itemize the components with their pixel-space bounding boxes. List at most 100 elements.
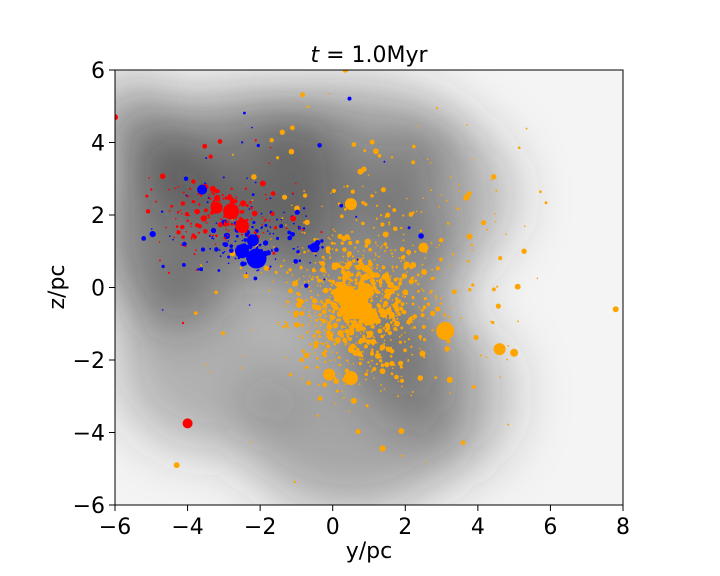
star-point-orange xyxy=(420,308,424,312)
star-point-blue xyxy=(347,96,352,101)
star-point-orange xyxy=(279,129,285,135)
star-point-blue xyxy=(356,258,359,261)
star-point-orange xyxy=(379,284,382,287)
star-point-orange xyxy=(408,212,414,217)
star-point-blue xyxy=(355,215,358,218)
star-point-orange xyxy=(388,223,391,226)
star-point-orange xyxy=(330,284,333,287)
star-point-orange xyxy=(334,402,337,405)
star-point-orange xyxy=(375,204,379,207)
plot-area xyxy=(115,70,623,505)
star-point-orange xyxy=(281,217,284,220)
star-point-red xyxy=(261,224,264,226)
star-point-orange xyxy=(491,287,496,292)
star-point-orange xyxy=(341,261,344,264)
star-point-blue xyxy=(141,236,147,241)
star-point-red xyxy=(212,199,215,203)
star-point-red xyxy=(207,214,210,217)
star-point-red xyxy=(180,224,185,230)
star-point-orange xyxy=(324,271,327,274)
star-point-orange xyxy=(494,213,496,215)
star-point-orange xyxy=(376,350,379,354)
star-point-orange xyxy=(277,321,279,324)
massive-star-blue xyxy=(235,244,249,259)
star-point-orange xyxy=(322,282,324,284)
star-point-red xyxy=(245,218,249,222)
star-point-orange xyxy=(332,302,338,309)
star-point-orange xyxy=(337,330,344,337)
chart-title: t = 1.0Myr xyxy=(310,43,428,68)
star-point-orange xyxy=(396,310,399,313)
star-point-orange xyxy=(288,372,293,377)
star-point-red xyxy=(295,182,297,185)
star-point-orange xyxy=(292,280,298,287)
massive-star-orange xyxy=(344,198,357,211)
star-point-orange xyxy=(324,303,327,306)
star-point-red xyxy=(208,216,211,219)
star-point-red xyxy=(195,269,198,271)
star-point-orange xyxy=(418,125,420,127)
star-point-orange xyxy=(350,279,353,283)
star-point-orange xyxy=(375,217,378,220)
star-point-blue xyxy=(418,233,424,239)
star-point-orange xyxy=(346,251,352,257)
star-point-red xyxy=(197,231,201,234)
star-point-orange xyxy=(314,262,317,264)
star-point-orange xyxy=(391,265,394,268)
star-point-red xyxy=(194,210,197,212)
star-point-orange xyxy=(344,318,349,323)
star-point-blue xyxy=(269,265,272,268)
star-point-orange xyxy=(358,361,363,366)
star-point-orange xyxy=(388,205,391,208)
massive-star-red xyxy=(223,203,240,220)
star-point-orange xyxy=(348,350,351,353)
star-point-orange xyxy=(347,362,350,365)
star-point-red xyxy=(188,214,190,217)
massive-star-orange xyxy=(418,242,429,253)
star-point-red xyxy=(273,225,278,230)
star-point-orange xyxy=(307,330,309,333)
star-point-orange xyxy=(458,190,460,192)
star-point-red xyxy=(241,233,243,236)
star-point-orange xyxy=(369,139,375,145)
star-point-orange xyxy=(344,383,347,386)
star-point-orange xyxy=(339,214,344,219)
star-point-orange xyxy=(388,306,392,309)
star-point-orange xyxy=(319,269,322,271)
star-point-orange xyxy=(330,302,333,305)
star-point-orange xyxy=(435,266,440,271)
star-point-orange xyxy=(384,292,391,299)
star-point-orange xyxy=(381,293,384,296)
star-point-orange xyxy=(379,299,382,302)
star-point-orange xyxy=(335,263,341,269)
star-point-orange xyxy=(376,292,379,295)
star-point-orange xyxy=(360,354,364,358)
star-point-orange xyxy=(380,356,383,359)
star-point-orange xyxy=(355,342,358,344)
star-point-orange xyxy=(403,259,406,262)
star-point-orange xyxy=(402,255,406,259)
star-point-orange xyxy=(378,255,380,258)
star-point-orange xyxy=(401,385,403,388)
y-axis-label: z/pc xyxy=(45,264,70,309)
star-point-orange xyxy=(289,125,295,131)
star-point-red xyxy=(253,231,257,235)
star-point-orange xyxy=(414,279,418,283)
star-point-blue xyxy=(320,239,323,242)
star-point-orange xyxy=(404,295,407,298)
star-point-orange xyxy=(443,313,447,317)
star-point-orange xyxy=(381,368,384,371)
star-point-orange xyxy=(399,246,405,252)
star-point-orange xyxy=(445,199,448,202)
star-point-orange xyxy=(313,347,315,350)
star-point-orange xyxy=(347,283,350,286)
star-point-orange xyxy=(354,265,357,268)
star-point-orange xyxy=(430,242,433,244)
star-point-orange xyxy=(337,276,341,279)
star-point-orange xyxy=(313,340,319,346)
star-point-orange xyxy=(251,199,254,201)
star-point-blue xyxy=(292,248,294,250)
star-point-blue xyxy=(279,224,284,229)
star-point-blue xyxy=(271,249,273,252)
star-point-orange xyxy=(375,323,378,326)
